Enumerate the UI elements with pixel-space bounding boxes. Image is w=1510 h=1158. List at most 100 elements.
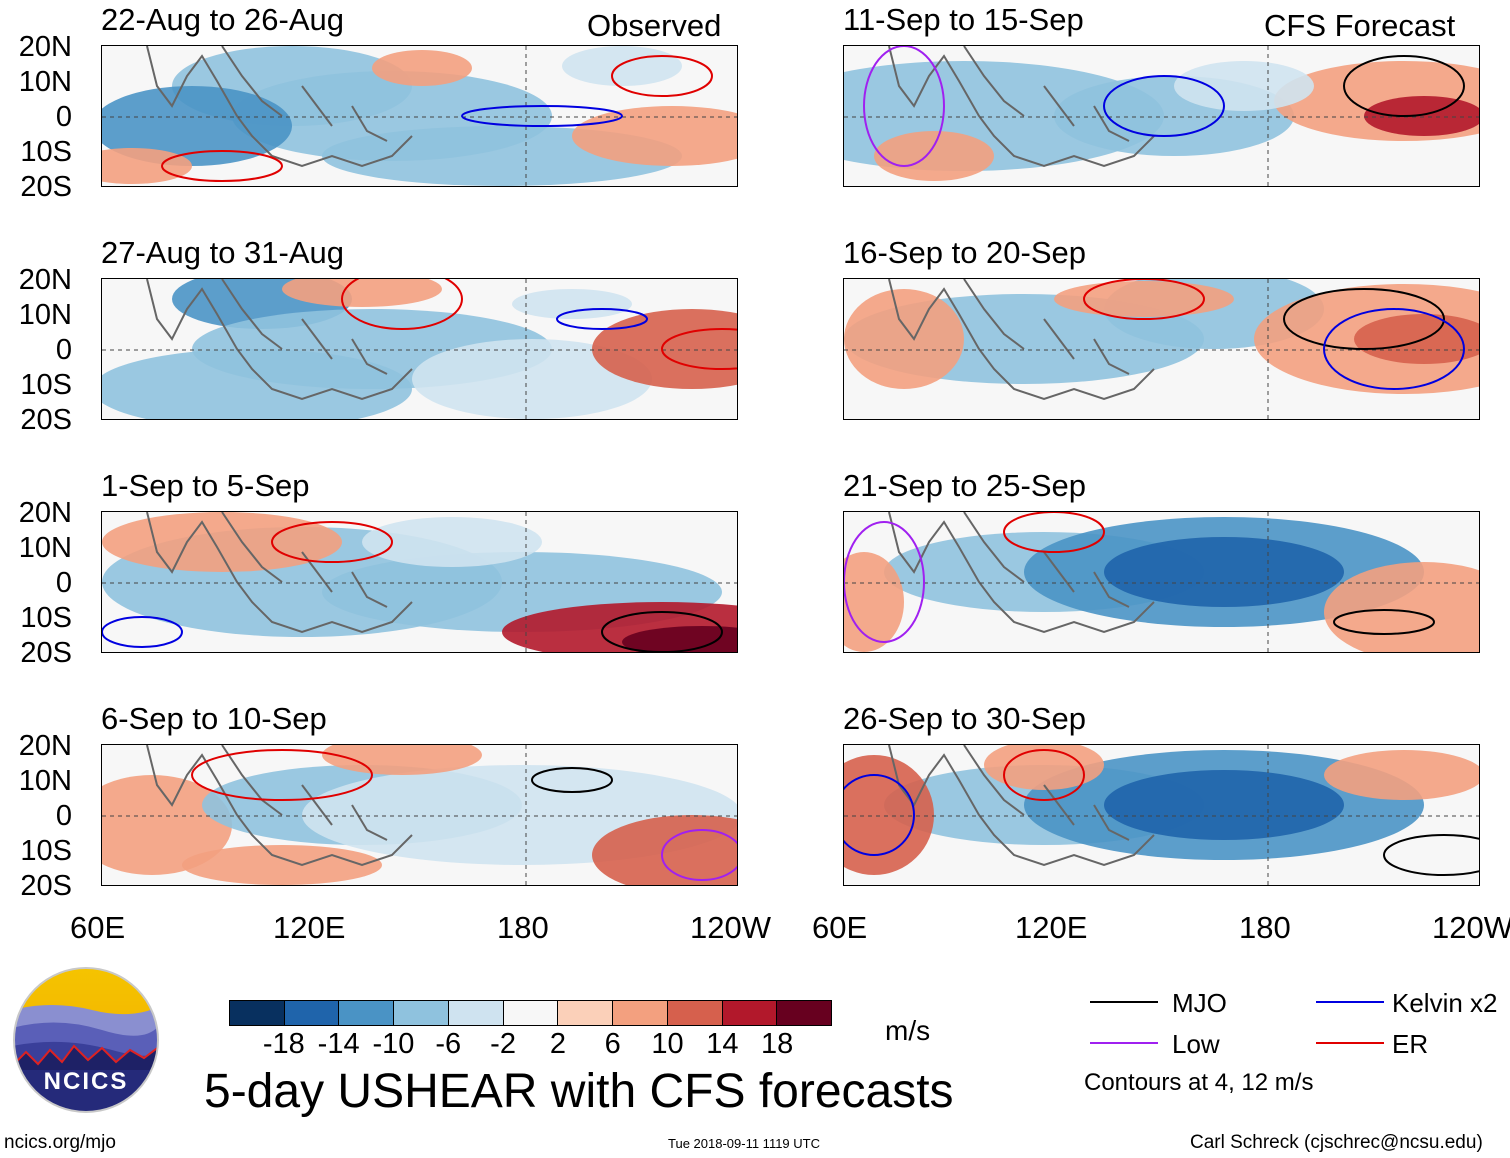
wave-contour <box>1283 288 1445 350</box>
coastline <box>888 512 1155 634</box>
coastline <box>146 279 413 401</box>
colorbar-tick: -6 <box>435 1028 462 1060</box>
panel-title: 21-Sep to 25-Sep <box>843 468 1087 503</box>
lon-label: 120E <box>273 910 346 945</box>
legend-line-kelvin <box>1316 1001 1384 1003</box>
colorbar-tick: -10 <box>372 1028 415 1060</box>
panel-title: 27-Aug to 31-Aug <box>101 235 345 270</box>
wave-contour <box>1333 609 1435 635</box>
wave-contour <box>1103 75 1225 137</box>
lat-label: 20N <box>18 31 72 63</box>
coastline <box>888 745 1155 867</box>
wave-contour <box>271 521 393 563</box>
colorbar-segment <box>448 1001 504 1025</box>
shear-anomaly-shade <box>1174 61 1314 111</box>
shear-anomaly-shade <box>182 845 382 885</box>
shear-anomaly-shade <box>592 309 737 389</box>
shear-anomaly-shade <box>372 50 472 86</box>
shear-anomaly-shade <box>1104 770 1344 840</box>
lat-label: 10N <box>18 765 72 797</box>
shear-anomaly-shade <box>102 512 342 572</box>
shear-anomaly-shade <box>102 349 412 419</box>
legend-line-low <box>1090 1042 1158 1044</box>
colorbar-tick: -2 <box>490 1028 516 1060</box>
shear-anomaly-shade <box>1104 537 1344 607</box>
wave-contour <box>161 150 283 182</box>
lat-label: 20S <box>20 171 72 203</box>
colorbar-segment <box>394 1001 449 1025</box>
shear-anomaly-shade <box>562 46 682 86</box>
contour-note: Contours at 4, 12 m/s <box>1084 1069 1314 1096</box>
legend-line-mjo <box>1090 1001 1158 1003</box>
map-panel <box>843 278 1480 420</box>
colorbar-tick: 14 <box>706 1028 739 1060</box>
observed-header: Observed <box>587 8 722 43</box>
shear-anomaly-shade <box>844 289 964 389</box>
wave-contour <box>1383 834 1479 876</box>
shear-anomaly-shade <box>592 815 737 885</box>
shear-anomaly-shade <box>1324 750 1479 800</box>
shear-anomaly-shade <box>512 289 632 319</box>
lat-label: 0 <box>55 101 72 133</box>
lon-label: 120W <box>690 910 771 945</box>
footer-url[interactable]: ncics.org/mjo <box>4 1132 116 1153</box>
colorbar-tick: -14 <box>317 1028 360 1060</box>
coastline <box>888 279 1155 401</box>
colorbar-segment <box>503 1001 559 1025</box>
coastline <box>888 46 1155 168</box>
panel-title: 22-Aug to 26-Aug <box>101 2 345 37</box>
colorbar-tick: 10 <box>651 1028 684 1060</box>
map-panel <box>843 511 1480 653</box>
wave-contour <box>556 308 648 330</box>
wave-contour <box>1083 279 1205 320</box>
shear-anomaly-shade <box>102 775 232 875</box>
lat-label: 0 <box>55 567 72 599</box>
legend-line-er <box>1316 1042 1384 1044</box>
colorbar-segment <box>558 1001 614 1025</box>
lon-label: 60E <box>812 910 868 945</box>
shear-anomaly-shade <box>874 131 994 181</box>
forecast-header: CFS Forecast <box>1264 8 1456 43</box>
wave-contour <box>1003 749 1085 801</box>
logo-icon <box>13 967 159 1113</box>
colorbar-tick: -18 <box>262 1028 305 1060</box>
colorbar-segment <box>284 1001 340 1025</box>
shear-anomaly-shade <box>1324 562 1479 652</box>
map-panel <box>843 744 1480 886</box>
shear-anomaly-shade <box>102 86 292 166</box>
colorbar-segment <box>667 1001 723 1025</box>
colorbar-tick: 6 <box>604 1028 621 1060</box>
shear-anomaly-shade <box>844 552 904 652</box>
wave-contour <box>191 749 373 801</box>
panel-title: 1-Sep to 5-Sep <box>101 468 310 503</box>
colorbar <box>229 1000 832 1026</box>
lat-label: 20N <box>18 497 72 529</box>
wave-contour <box>601 611 723 652</box>
panel-title: 11-Sep to 15-Sep <box>843 2 1084 37</box>
lon-label: 120E <box>1015 910 1088 945</box>
panel-title: 26-Sep to 30-Sep <box>843 701 1087 736</box>
footer-credit: Carl Schreck (cjschrec@ncsu.edu) <box>1190 1132 1483 1153</box>
legend-label-mjo: MJO <box>1172 988 1227 1018</box>
wave-contour <box>461 105 623 127</box>
panel-title: 16-Sep to 20-Sep <box>843 235 1087 270</box>
colorbar-segment <box>339 1001 395 1025</box>
colorbar-segment <box>777 1001 832 1025</box>
shear-anomaly-shade <box>322 745 482 775</box>
shear-anomaly-shade <box>102 148 192 184</box>
wave-contour <box>611 55 713 97</box>
lat-label: 10S <box>20 136 72 168</box>
coastline <box>146 512 413 634</box>
map-panel <box>101 278 738 420</box>
colorbar-tick: 2 <box>549 1028 566 1060</box>
coastline <box>146 46 413 168</box>
wave-contour <box>1003 512 1105 553</box>
wave-contour <box>863 46 945 167</box>
lat-label: 10N <box>18 532 72 564</box>
lat-label: 20S <box>20 404 72 436</box>
shear-anomaly-shade <box>362 517 542 567</box>
lon-label: 120W <box>1432 910 1510 945</box>
shear-anomaly-shade <box>1364 96 1479 136</box>
wave-contour <box>102 616 183 648</box>
